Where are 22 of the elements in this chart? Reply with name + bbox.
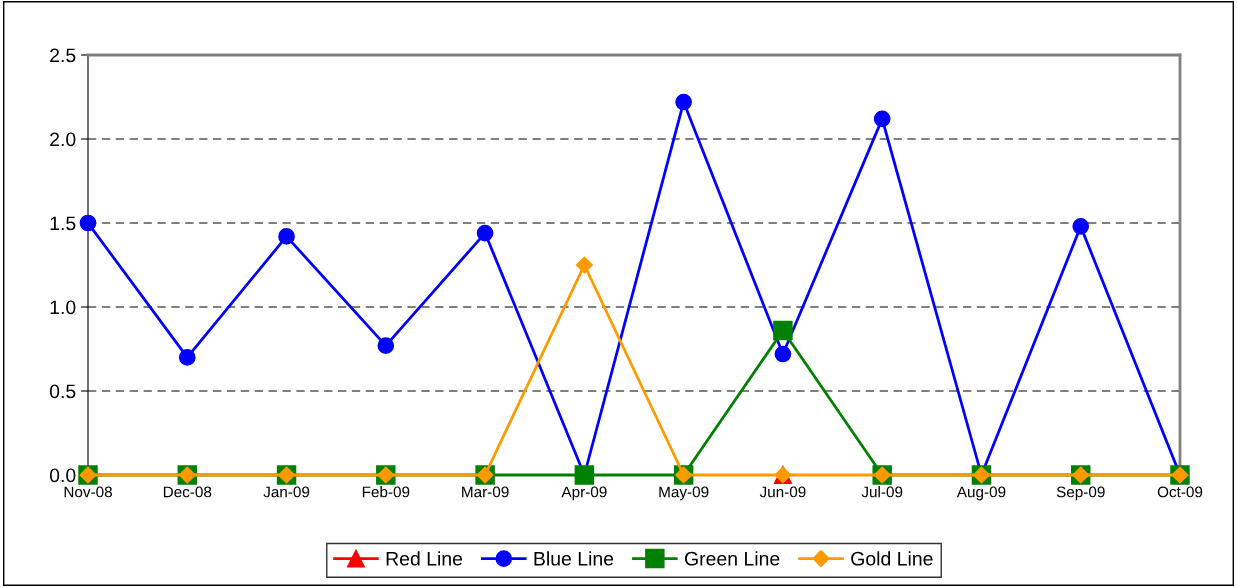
y-tick-label: 2.0	[50, 132, 76, 147]
x-tick-label: Oct-09	[1157, 486, 1203, 498]
y-tick-label: 0.0	[49, 468, 76, 483]
x-tick-label: May-09	[659, 486, 709, 501]
x-tick-label: Jul-09	[861, 486, 903, 498]
x-tick-label: Apr-09	[561, 486, 607, 501]
x-tick-label: Jun-09	[759, 486, 806, 498]
legend-label: Blue Line	[534, 551, 614, 566]
y-tick-label: 0.5	[49, 384, 76, 399]
legend-label: Green Line	[684, 551, 780, 566]
x-tick-label: Feb-09	[362, 486, 410, 498]
legend-label: Red Line	[386, 551, 463, 566]
legend-label: Gold Line	[851, 551, 933, 566]
x-tick-label: Dec-08	[163, 486, 212, 498]
x-tick-label: Nov-08	[64, 486, 112, 498]
x-tick-label: Aug-09	[956, 486, 1006, 501]
y-tick-label: 1.0	[50, 300, 76, 315]
x-tick-label: Jan-09	[263, 486, 310, 498]
x-tick-label: Mar-09	[462, 486, 509, 498]
y-tick-label: 2.5	[50, 48, 76, 63]
y-tick-label: 1.5	[50, 216, 76, 231]
x-tick-label: Sep-09	[1056, 486, 1105, 501]
